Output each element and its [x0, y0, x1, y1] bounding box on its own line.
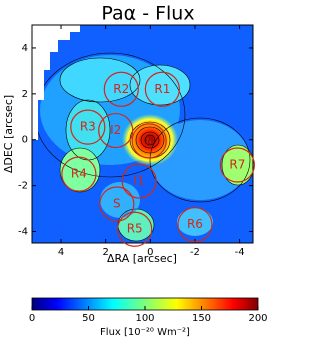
y-tick-label: -4 — [18, 227, 28, 238]
y-tick-label: 0 — [22, 135, 28, 146]
y-tick-label: 2 — [22, 89, 28, 100]
region-label: I1 — [134, 174, 145, 188]
region-aperture — [131, 123, 167, 159]
region-label: R1 — [154, 82, 170, 96]
colorbar-tick-label: 0 — [29, 313, 35, 324]
y-axis-label: ΔDEC [arcsec] — [2, 95, 15, 173]
colorbar-tick-label: 100 — [135, 313, 154, 324]
x-tick-label: 0 — [147, 247, 153, 258]
region-aperture — [70, 109, 106, 145]
region-aperture — [219, 147, 255, 183]
x-tick-label: -2 — [190, 247, 200, 258]
y-tick-label: -2 — [18, 181, 28, 192]
flux-map — [32, 25, 253, 243]
chart: Paα - Flux ΔRA [arcsec] ΔDEC — [2, 3, 268, 339]
x-tick-label: 4 — [58, 247, 64, 258]
colorbar-tick-label: 50 — [82, 313, 95, 324]
region-label: I2 — [110, 123, 121, 137]
region-aperture — [98, 112, 134, 149]
chart-title: Paα - Flux — [101, 3, 194, 25]
region-label: R3 — [80, 120, 96, 134]
region-aperture — [121, 163, 157, 199]
plot-frame — [31, 24, 254, 244]
region-label: R6 — [187, 217, 203, 231]
y-tick-label: 4 — [22, 43, 28, 54]
region-label: R7 — [229, 157, 245, 171]
region-label: R2 — [113, 82, 129, 96]
x-axis-label: ΔRA [arcsec] — [107, 252, 177, 265]
region-aperture — [177, 207, 213, 243]
colorbar-label: Flux [10⁻²⁰ Wm⁻²] — [100, 327, 190, 338]
colorbar-tick-label: 150 — [192, 313, 211, 324]
region-aperture — [117, 211, 153, 247]
region-aperture — [144, 71, 180, 107]
region-label: N — [147, 137, 152, 145]
x-tick-label: -4 — [235, 247, 245, 258]
region-label: R4 — [71, 167, 87, 181]
region-aperture — [99, 186, 135, 222]
region-aperture — [103, 71, 139, 107]
region-label: S — [113, 196, 121, 210]
region-label: R5 — [127, 222, 143, 236]
colorbar-tick-label: 200 — [248, 313, 267, 324]
x-tick-label: 2 — [102, 247, 108, 258]
region-aperture — [61, 156, 97, 192]
